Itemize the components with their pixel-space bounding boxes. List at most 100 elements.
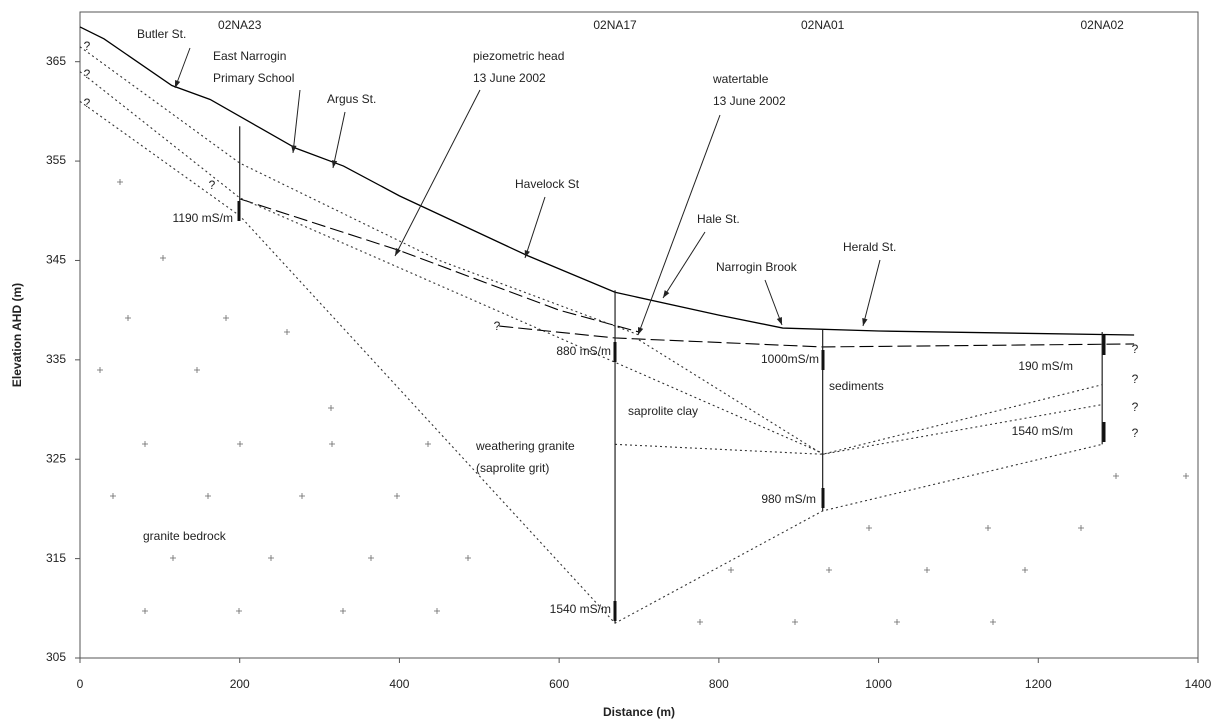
annotation-arrow bbox=[863, 260, 880, 326]
conductivity-label: 980 mS/m bbox=[761, 492, 816, 506]
granite-symbol bbox=[160, 255, 166, 261]
granite-symbol bbox=[237, 441, 243, 447]
y-tick-label: 365 bbox=[46, 54, 66, 68]
granite-symbol bbox=[990, 619, 996, 625]
annotation: weathering granite bbox=[475, 439, 575, 453]
annotation: saprolite clay bbox=[628, 404, 698, 418]
annotation: granite bedrock bbox=[143, 529, 227, 543]
granite-symbol bbox=[368, 555, 374, 561]
x-tick-label: 1400 bbox=[1185, 677, 1212, 691]
granite-symbol bbox=[117, 179, 123, 185]
question-mark: ? bbox=[84, 67, 91, 81]
series-line bbox=[240, 199, 639, 332]
granite-symbol bbox=[205, 493, 211, 499]
granite-symbol bbox=[425, 441, 431, 447]
chart: Distance (m) Elevation AHD (m) 020040060… bbox=[0, 0, 1232, 724]
arrow-head bbox=[638, 327, 643, 335]
granite-symbol bbox=[110, 493, 116, 499]
bore-label: 02NA01 bbox=[801, 18, 845, 32]
granite-symbol bbox=[394, 493, 400, 499]
conductivity-label: 1540 mS/m bbox=[1012, 424, 1073, 438]
annotation: (saprolite grit) bbox=[476, 461, 549, 475]
conductivity-label: 1190 mS/m bbox=[173, 211, 233, 225]
question-mark: ? bbox=[1132, 400, 1139, 414]
y-tick-label: 345 bbox=[46, 253, 66, 267]
granite-symbol bbox=[697, 619, 703, 625]
annotation: Butler St. bbox=[137, 27, 186, 41]
annotation-arrow bbox=[333, 112, 345, 168]
granite-symbol bbox=[1022, 567, 1028, 573]
annotation: Argus St. bbox=[327, 92, 376, 106]
arrow-head bbox=[395, 248, 401, 256]
bore-label: 02NA02 bbox=[1080, 18, 1124, 32]
annotation-arrow bbox=[395, 90, 480, 256]
conductivity-label: 1540 mS/m bbox=[550, 602, 611, 616]
granite-symbol bbox=[142, 608, 148, 614]
y-tick-label: 355 bbox=[46, 153, 66, 167]
annotation-arrow bbox=[293, 90, 300, 153]
granite-symbol bbox=[125, 315, 131, 321]
arrow-head bbox=[862, 318, 867, 326]
y-tick-label: 325 bbox=[46, 451, 66, 465]
annotation: 13 June 2002 bbox=[473, 71, 546, 85]
granite-symbol bbox=[97, 367, 103, 373]
y-axis-title: Elevation AHD (m) bbox=[10, 283, 24, 387]
series-line bbox=[80, 101, 1102, 623]
plot-frame bbox=[80, 12, 1198, 658]
annotation: Herald St. bbox=[843, 240, 896, 254]
granite-symbol bbox=[236, 608, 242, 614]
granite-symbol bbox=[1078, 525, 1084, 531]
granite-symbol bbox=[299, 493, 305, 499]
y-tick-label: 335 bbox=[46, 352, 66, 366]
question-mark: ? bbox=[1132, 372, 1139, 386]
x-tick-label: 600 bbox=[549, 677, 569, 691]
x-tick-label: 800 bbox=[709, 677, 729, 691]
screen-marker bbox=[614, 601, 617, 621]
annotation-arrow bbox=[663, 232, 705, 298]
screen-marker bbox=[1103, 422, 1106, 442]
screen-marker bbox=[822, 350, 825, 370]
screen-marker bbox=[238, 201, 241, 221]
x-tick-label: 200 bbox=[230, 677, 250, 691]
screen-marker bbox=[614, 342, 617, 362]
screen-marker bbox=[822, 488, 825, 508]
granite-symbol bbox=[866, 525, 872, 531]
granite-symbol bbox=[792, 619, 798, 625]
granite-symbol bbox=[985, 525, 991, 531]
conductivity-label: 1000mS/m bbox=[761, 352, 819, 366]
series-line bbox=[615, 385, 1102, 455]
conductivity-label: 880 mS/m bbox=[556, 344, 611, 358]
page: Distance (m) Elevation AHD (m) 020040060… bbox=[0, 0, 1232, 724]
series-line bbox=[80, 72, 823, 454]
screen-marker bbox=[1103, 335, 1106, 355]
arrow-head bbox=[175, 80, 180, 88]
x-tick-label: 1000 bbox=[865, 677, 892, 691]
y-tick-label: 315 bbox=[46, 551, 66, 565]
granite-symbol bbox=[1183, 473, 1189, 479]
granite-symbol bbox=[728, 567, 734, 573]
annotation: East Narrogin bbox=[213, 49, 286, 63]
question-mark: ? bbox=[209, 178, 216, 192]
granite-symbol bbox=[223, 315, 229, 321]
granite-symbol bbox=[465, 555, 471, 561]
bore-label: 02NA23 bbox=[218, 18, 262, 32]
conductivity-label: 190 mS/m bbox=[1018, 359, 1073, 373]
y-tick-label: 305 bbox=[46, 650, 66, 664]
question-mark: ? bbox=[1132, 426, 1139, 440]
annotation: piezometric head bbox=[473, 49, 564, 63]
x-axis-title: Distance (m) bbox=[603, 705, 675, 719]
annotation: sediments bbox=[829, 379, 884, 393]
granite-symbol bbox=[284, 329, 290, 335]
annotation: watertable bbox=[712, 72, 769, 86]
bore-label: 02NA17 bbox=[593, 18, 637, 32]
annotation: Primary School bbox=[213, 71, 294, 85]
granite-symbol bbox=[826, 567, 832, 573]
granite-symbol bbox=[329, 441, 335, 447]
granite-symbol bbox=[1113, 473, 1119, 479]
question-mark: ? bbox=[494, 319, 501, 333]
annotation-arrow bbox=[525, 197, 545, 258]
granite-symbol bbox=[142, 441, 148, 447]
x-tick-label: 1200 bbox=[1025, 677, 1052, 691]
granite-symbol bbox=[170, 555, 176, 561]
question-mark: ? bbox=[1132, 342, 1139, 356]
